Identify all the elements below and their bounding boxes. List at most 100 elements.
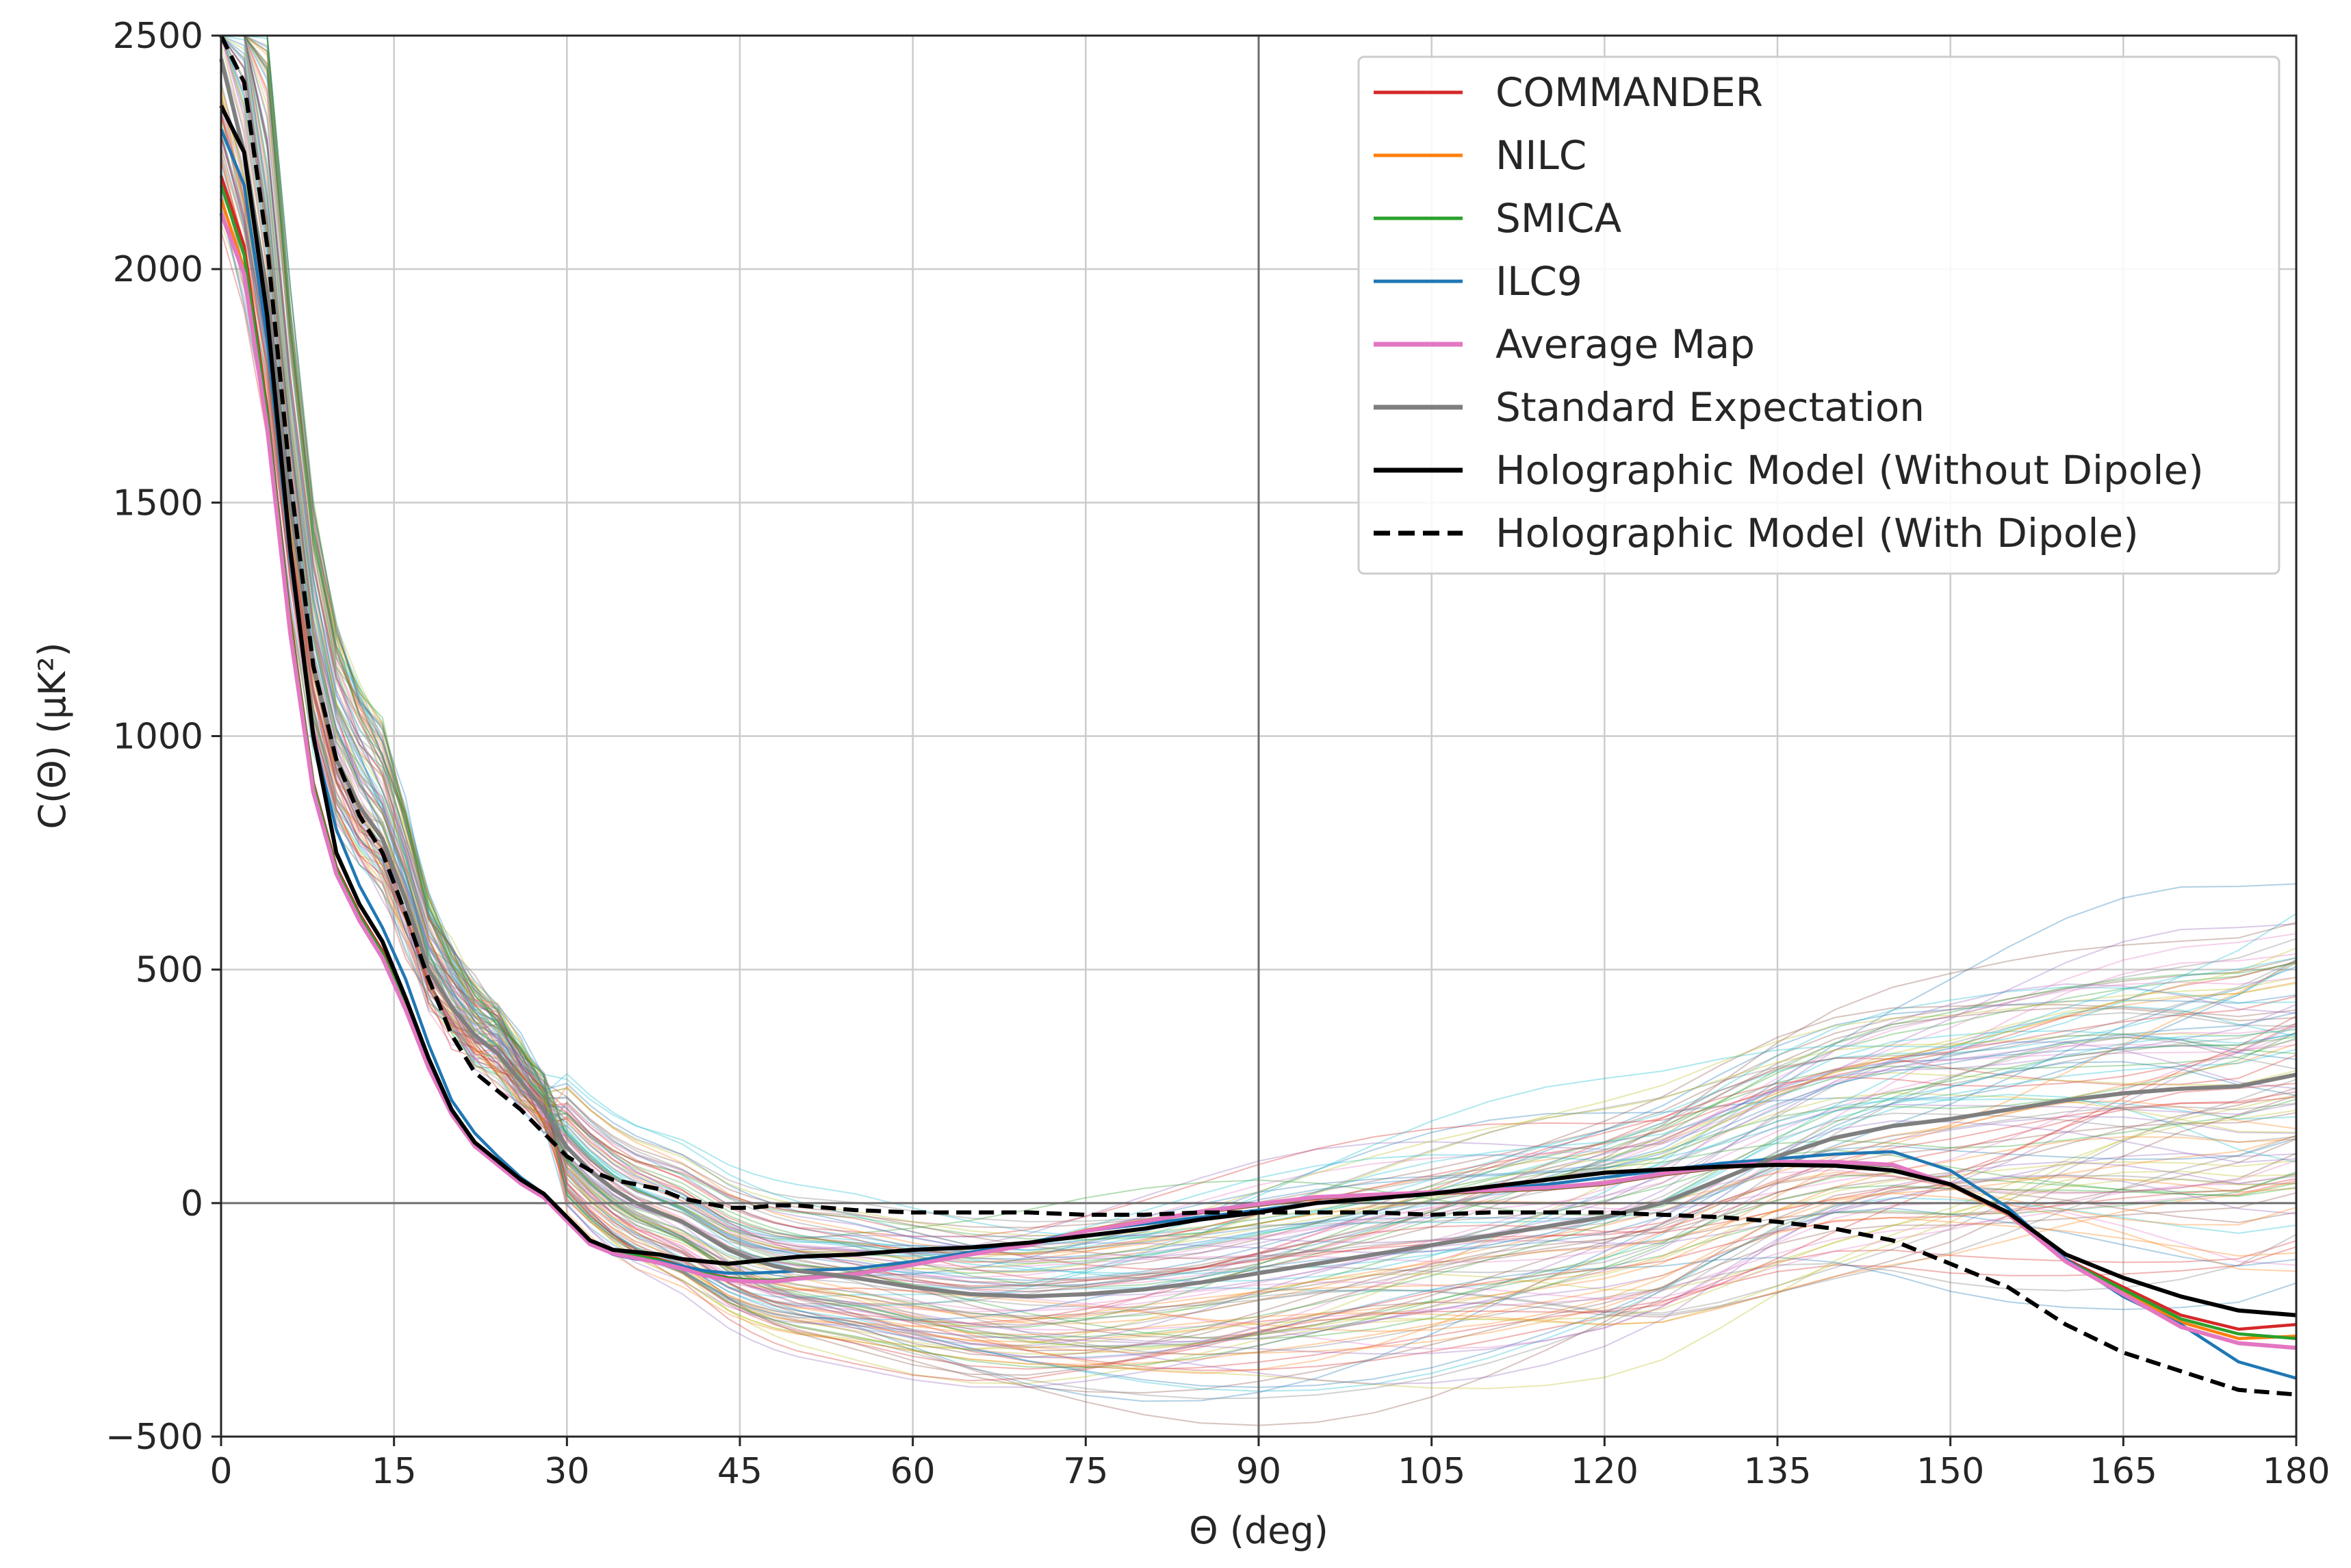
- simulation-line: [221, 35, 2297, 1260]
- simulation-line: [220, 231, 2297, 1270]
- simulation-line: [221, 35, 2297, 1313]
- simulation-line: [220, 35, 2297, 1270]
- simulation-line: [220, 155, 2297, 1389]
- x-tick-label: 75: [1063, 1451, 1108, 1492]
- simulation-line: [221, 35, 2297, 1343]
- x-tick-label: 45: [717, 1451, 762, 1492]
- simulation-line: [221, 35, 2297, 1320]
- legend-label: SMICA: [1495, 195, 1621, 242]
- simulation-line: [220, 35, 2297, 1288]
- series-line: [219, 58, 2297, 1299]
- simulation-line: [221, 35, 2297, 1355]
- legend-label: COMMANDER: [1495, 69, 1763, 116]
- series-line: [219, 128, 2297, 1380]
- simulation-line: [220, 35, 2297, 1339]
- legend-label: Holographic Model (Without Dipole): [1495, 447, 2204, 493]
- simulation-line: [221, 35, 2297, 1321]
- simulation-line: [220, 159, 2297, 1327]
- y-tick-label: 1500: [113, 483, 203, 524]
- simulation-line: [220, 109, 2297, 1318]
- simulation-line: [220, 118, 2297, 1320]
- simulation-line: [220, 164, 2297, 1283]
- series-line: [219, 105, 2297, 1318]
- simulation-line: [221, 35, 2297, 1348]
- x-tick-label: 90: [1236, 1451, 1281, 1492]
- simulation-line: [221, 35, 2297, 1238]
- legend-label: ILC9: [1495, 258, 1582, 305]
- y-tick-label: −500: [105, 1417, 203, 1458]
- simulation-line: [221, 35, 2297, 1273]
- simulation-line: [221, 35, 2297, 1275]
- simulation-line: [220, 35, 2297, 1348]
- simulation-line: [221, 35, 2297, 1370]
- x-tick-label: 60: [890, 1451, 936, 1492]
- x-tick-label: 165: [2090, 1451, 2157, 1492]
- simulation-line: [221, 35, 2297, 1287]
- simulation-line: [220, 35, 2297, 1281]
- legend-label: Average Map: [1495, 321, 1755, 368]
- series-line: [219, 34, 2297, 1397]
- simulation-line: [221, 35, 2297, 1281]
- x-tick-label: 30: [544, 1451, 589, 1492]
- simulation-line: [220, 190, 2297, 1350]
- simulation-line: [221, 35, 2297, 1392]
- simulation-line: [220, 151, 2297, 1355]
- x-axis-title: Θ (deg): [1189, 1509, 1328, 1552]
- simulation-line: [221, 35, 2297, 1339]
- y-tick-label: 2500: [113, 16, 203, 57]
- simulation-line: [220, 35, 2297, 1253]
- x-tick-label: 150: [1916, 1451, 1984, 1492]
- legend-label: Holographic Model (With Dipole): [1495, 510, 2139, 556]
- series-line: [219, 212, 2297, 1350]
- legend-box: [1357, 55, 2281, 575]
- simulation-line: [221, 35, 2297, 1298]
- simulation-line: [220, 136, 2297, 1254]
- simulation-line: [221, 35, 2297, 1328]
- simulation-line: [220, 35, 2297, 1400]
- y-axis-ticks: −500 0 500 1000 1500 2000 2500: [105, 16, 221, 1458]
- legend-label: NILC: [1495, 132, 1586, 179]
- simulation-line: [221, 35, 2297, 1426]
- simulation-line: [220, 146, 2297, 1254]
- simulation-line: [220, 179, 2297, 1370]
- x-tick-label: 105: [1398, 1451, 1465, 1492]
- x-axis-ticks: 0 15 30 45 60 75 90 105 120 135 150 165 180: [209, 1437, 2330, 1492]
- simulation-line: [221, 35, 2297, 1326]
- data-series: [219, 34, 2297, 1397]
- simulation-line: [220, 35, 2297, 1360]
- simulation-line: [221, 35, 2297, 1338]
- simulation-line: [221, 35, 2297, 1307]
- simulation-line: [221, 35, 2297, 1350]
- simulation-line: [221, 35, 2297, 1284]
- simulation-line: [220, 201, 2297, 1229]
- y-axis-title: C(Θ) (μK²): [31, 642, 74, 829]
- legend-label: Standard Expectation: [1495, 384, 1925, 430]
- simulation-line: [220, 207, 2297, 1244]
- x-tick-label: 15: [372, 1451, 417, 1492]
- legend: COMMANDER NILC SMICA ILC9 Average Map Standar…: [1357, 55, 2281, 575]
- simulation-line: [220, 35, 2297, 1248]
- simulation-line: [220, 35, 2297, 1252]
- x-tick-label: 135: [1743, 1451, 1811, 1492]
- simulation-line: [220, 146, 2297, 1336]
- simulation-line: [220, 98, 2297, 1347]
- simulation-line: [221, 35, 2297, 1223]
- simulation-line: [220, 185, 2297, 1331]
- simulation-line: [221, 35, 2297, 1389]
- simulation-line: [221, 35, 2297, 1240]
- x-tick-label: 0: [209, 1451, 232, 1492]
- simulation-line: [220, 137, 2297, 1256]
- simulation-line: [220, 54, 2297, 1263]
- x-tick-label: 180: [2262, 1451, 2330, 1492]
- simulation-line: [221, 35, 2297, 1365]
- simulation-line: [220, 191, 2297, 1305]
- simulation-line: [220, 170, 2297, 1265]
- simulation-line: [220, 35, 2297, 1259]
- y-tick-label: 0: [181, 1183, 203, 1224]
- simulation-line: [221, 35, 2297, 1251]
- y-tick-label: 1000: [113, 717, 203, 758]
- simulation-line: [221, 35, 2297, 1263]
- simulation-line: [220, 223, 2297, 1385]
- x-tick-label: 120: [1571, 1451, 1639, 1492]
